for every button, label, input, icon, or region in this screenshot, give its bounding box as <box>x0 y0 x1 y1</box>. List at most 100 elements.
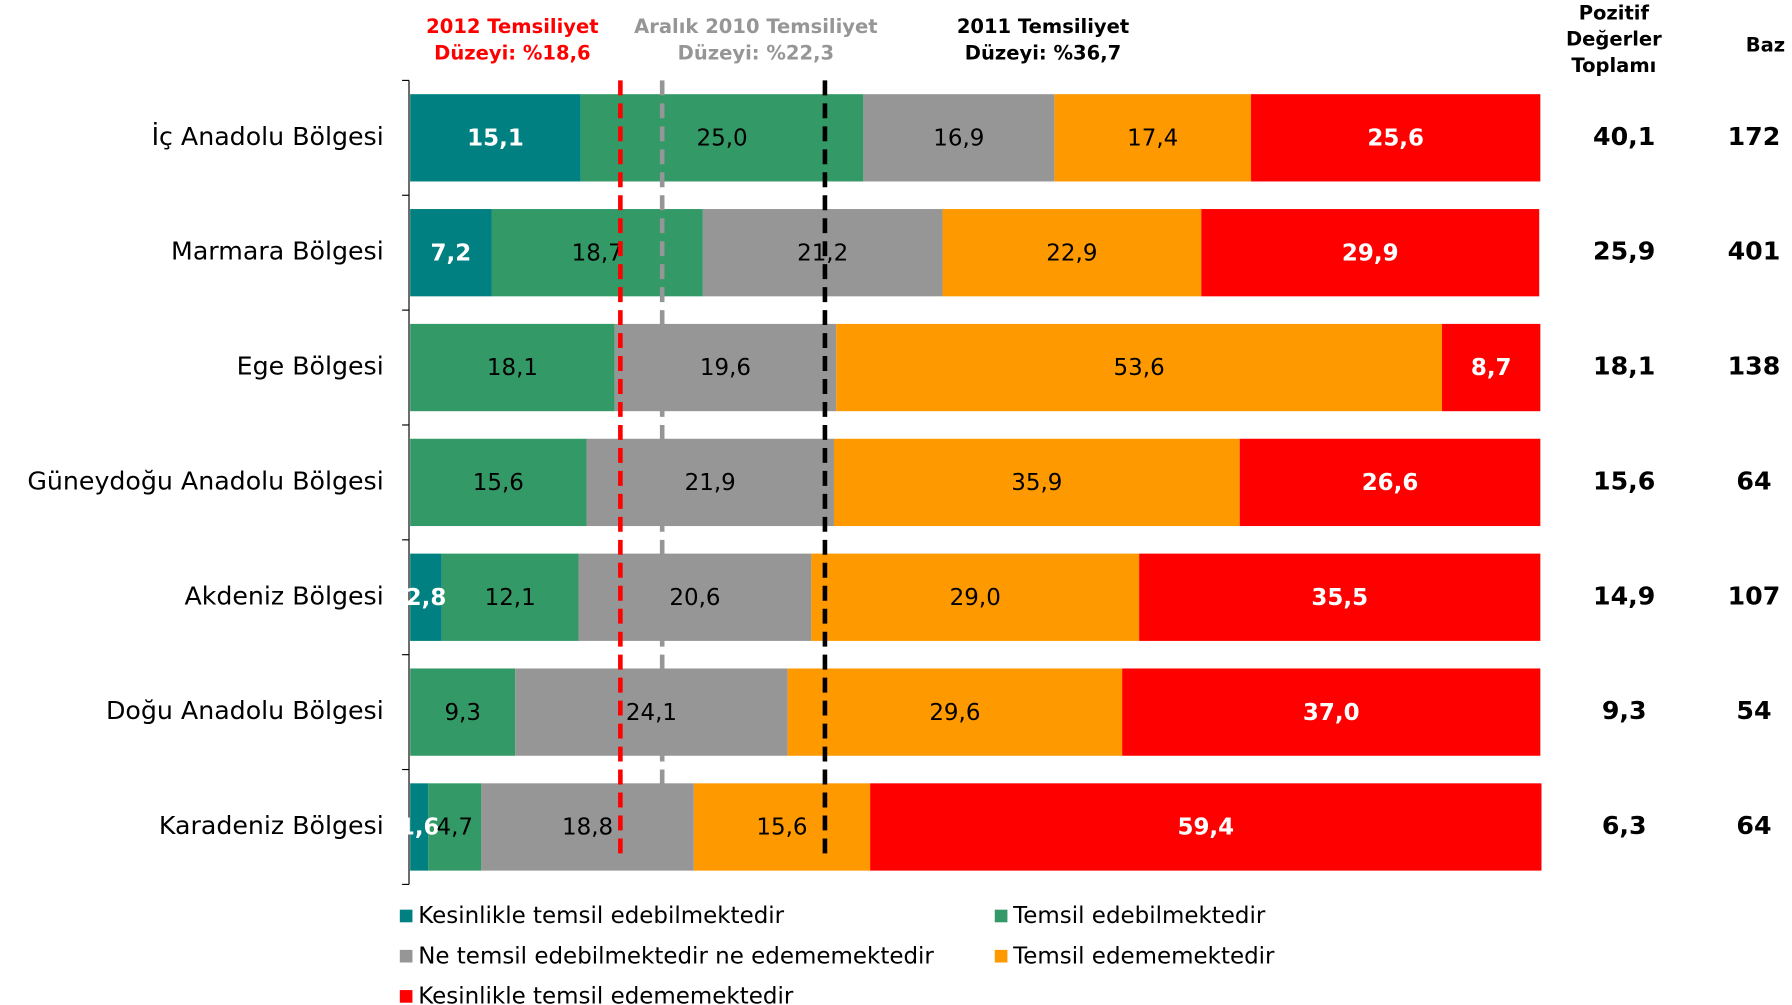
value-label: 29,9 <box>1342 240 1399 266</box>
bar-segment <box>1054 94 1252 182</box>
bar-segment <box>693 783 871 871</box>
bar-segment <box>515 668 788 756</box>
bar-segment <box>1139 553 1541 641</box>
value-label: 18,1 <box>487 355 538 381</box>
value-label: 25,6 <box>1367 125 1424 151</box>
legend-label: Temsil edememektedir <box>1012 943 1275 969</box>
category-label: İç Anadolu Bölgesi <box>152 122 384 151</box>
value-label: 9,3 <box>444 700 481 726</box>
value-label: 19,6 <box>700 355 751 381</box>
reference-label: 2011 Temsiliyet <box>957 15 1129 38</box>
bar-segment <box>410 668 516 756</box>
category-label: Marmara Bölgesi <box>171 237 384 266</box>
bar-segment <box>1239 438 1541 527</box>
column-value: 14,9 <box>1593 581 1655 610</box>
bar-segment <box>863 94 1055 182</box>
bar-segment <box>942 209 1202 297</box>
bar-segment <box>491 209 703 297</box>
legend-label: Kesinlikle temsil edebilmektedir <box>418 903 784 929</box>
value-label: 8,7 <box>1471 355 1512 381</box>
legend-swatch <box>994 909 1008 923</box>
bar-segment <box>1251 94 1541 182</box>
legend-swatch <box>399 990 413 1003</box>
category-label: Akdeniz Bölgesi <box>184 581 383 610</box>
column-value: 18,1 <box>1593 352 1655 381</box>
bar-segment <box>870 783 1542 871</box>
bar-segment <box>410 783 429 871</box>
value-label: 17,4 <box>1127 125 1178 151</box>
value-label: 35,5 <box>1311 585 1368 611</box>
bar-segment <box>410 323 615 412</box>
bar-segment <box>811 553 1140 641</box>
bar-segment <box>410 438 587 527</box>
value-label: 7,2 <box>430 240 471 266</box>
bar-segment <box>1442 323 1541 412</box>
column-value: 401 <box>1728 237 1781 266</box>
bar-segment <box>580 94 864 182</box>
value-label: 37,0 <box>1303 700 1360 726</box>
reference-label: Düzeyi: %18,6 <box>434 41 590 64</box>
bar-segment <box>410 94 581 182</box>
category-label: Doğu Anadolu Bölgesi <box>106 696 384 725</box>
column-value: 25,9 <box>1593 237 1655 266</box>
legend-label: Temsil edebilmektedir <box>1012 903 1266 929</box>
legend-label: Ne temsil edebilmektedir ne edememektedi… <box>418 943 934 969</box>
column-header: Pozitif <box>1579 1 1650 24</box>
value-label: 26,6 <box>1362 470 1419 496</box>
value-label: 12,1 <box>485 585 536 611</box>
value-label: 22,9 <box>1046 240 1097 266</box>
value-label: 20,6 <box>669 585 720 611</box>
category-label: Ege Bölgesi <box>237 352 384 381</box>
bar-segment <box>586 438 834 527</box>
legend-swatch <box>399 949 413 963</box>
bar-segment <box>1201 209 1540 297</box>
value-label: 15,6 <box>473 470 524 496</box>
column-value: 107 <box>1728 581 1781 610</box>
category-label: Güneydoğu Anadolu Bölgesi <box>27 466 383 495</box>
value-label: 15,6 <box>756 815 807 841</box>
value-label: 15,1 <box>467 125 524 151</box>
column-value: 15,6 <box>1593 466 1655 495</box>
value-label: 18,8 <box>562 815 613 841</box>
bar-segment <box>410 553 442 641</box>
reference-label: Düzeyi: %22,3 <box>678 41 834 64</box>
column-header: Baz <box>1746 33 1785 56</box>
legend-swatch <box>994 949 1008 963</box>
bar-segment <box>614 323 837 412</box>
value-label: 1,6 <box>399 815 440 841</box>
column-value: 6,3 <box>1602 811 1647 840</box>
column-value: 54 <box>1736 696 1771 725</box>
reference-label: Aralık 2010 Temsiliyet <box>634 15 877 38</box>
bar-segment <box>481 783 694 871</box>
bar-segment <box>441 553 579 641</box>
reference-label: Düzeyi: %36,7 <box>965 41 1121 64</box>
column-value: 40,1 <box>1593 122 1655 151</box>
column-value: 172 <box>1728 122 1781 151</box>
reference-label: 2012 Temsiliyet <box>426 15 598 38</box>
value-label: 16,9 <box>933 125 984 151</box>
legend-label: Kesinlikle temsil edememektedir <box>418 983 794 1005</box>
column-header: Toplamı <box>1571 54 1656 77</box>
value-label: 25,0 <box>697 125 748 151</box>
category-label: Karadeniz Bölgesi <box>159 811 384 840</box>
value-label: 21,9 <box>685 470 736 496</box>
column-value: 138 <box>1728 352 1781 381</box>
column-value: 64 <box>1736 811 1771 840</box>
value-label: 35,9 <box>1011 470 1062 496</box>
bar-segment <box>1122 668 1541 756</box>
bar-segment <box>787 668 1123 756</box>
value-label: 18,7 <box>572 240 623 266</box>
bar-segment <box>428 783 482 871</box>
bar-segment <box>833 438 1240 527</box>
bar-segment <box>410 209 492 297</box>
value-label: 59,4 <box>1177 815 1234 841</box>
value-label: 29,6 <box>929 700 980 726</box>
value-label: 29,0 <box>950 585 1001 611</box>
column-header: Değerler <box>1566 28 1662 51</box>
legend-swatch <box>399 909 413 923</box>
value-label: 53,6 <box>1114 355 1165 381</box>
bar-segment <box>836 323 1443 412</box>
column-value: 9,3 <box>1602 696 1647 725</box>
value-label: 2,8 <box>406 585 447 611</box>
